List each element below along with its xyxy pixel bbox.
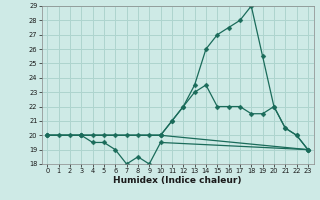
- X-axis label: Humidex (Indice chaleur): Humidex (Indice chaleur): [113, 176, 242, 185]
